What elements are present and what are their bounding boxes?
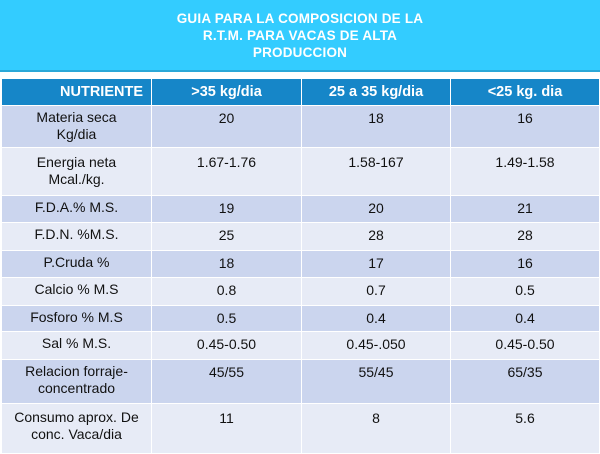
title-line-3: PRODUCCION bbox=[252, 45, 348, 60]
row-label: F.D.N. %M.S. bbox=[1, 222, 152, 251]
cell-value: 28 bbox=[450, 222, 600, 251]
cell-value: 55/45 bbox=[301, 359, 451, 404]
cell-value: 18 bbox=[151, 250, 302, 278]
table-row: Sal % M.S. 0.45-0.50 0.45-.050 0.45-0.50 bbox=[1, 331, 600, 360]
cell-value: 0.4 bbox=[450, 305, 600, 332]
cell-value: 5.6 bbox=[450, 403, 600, 454]
cell-value: 17 bbox=[301, 250, 451, 278]
title-line-2: R.T.M. PARA VACAS DE ALTA bbox=[202, 28, 398, 43]
row-label: Materia seca Kg/dia bbox=[1, 105, 152, 148]
cell-value: 1.67-1.76 bbox=[151, 147, 302, 196]
cell-value: 16 bbox=[450, 250, 600, 278]
row-label: Relacion forraje-concentrado bbox=[1, 359, 152, 404]
cell-value: 18 bbox=[301, 105, 451, 148]
table-row: Relacion forraje-concentrado 45/55 55/45… bbox=[1, 359, 600, 404]
table-row: Calcio % M.S 0.8 0.7 0.5 bbox=[1, 277, 600, 306]
cell-value: 0.4 bbox=[301, 305, 451, 332]
cell-value: 0.5 bbox=[450, 277, 600, 306]
row-label: Consumo aprox. De conc. Vaca/dia bbox=[1, 403, 152, 454]
header-over-35: >35 kg/dia bbox=[151, 78, 302, 106]
cell-value: 20 bbox=[151, 105, 302, 148]
row-label: F.D.A.% M.S. bbox=[1, 195, 152, 223]
header-under-25: <25 kg. dia bbox=[450, 78, 600, 106]
header-nutriente: NUTRIENTE bbox=[1, 78, 152, 106]
row-label: Fosforo % M.S bbox=[1, 305, 152, 332]
cell-value: 0.45-0.50 bbox=[151, 331, 302, 360]
cell-value: 20 bbox=[301, 195, 451, 223]
cell-value: 11 bbox=[151, 403, 302, 454]
table-row: F.D.A.% M.S. 19 20 21 bbox=[1, 195, 600, 223]
cell-value: 19 bbox=[151, 195, 302, 223]
table-row: F.D.N. %M.S. 25 28 28 bbox=[1, 222, 600, 251]
table-row: Fosforo % M.S 0.5 0.4 0.4 bbox=[1, 305, 600, 332]
cell-value: 0.5 bbox=[151, 305, 302, 332]
cell-value: 1.58-167 bbox=[301, 147, 451, 196]
row-label: Calcio % M.S bbox=[1, 277, 152, 306]
title-banner: GUIA PARA LA COMPOSICION DE LA R.T.M. PA… bbox=[0, 0, 600, 72]
cell-value: 0.45-.050 bbox=[301, 331, 451, 360]
cell-value: 65/35 bbox=[450, 359, 600, 404]
cell-value: 8 bbox=[301, 403, 451, 454]
title-line-1: GUIA PARA LA COMPOSICION DE LA bbox=[176, 11, 424, 26]
row-label: P.Cruda % bbox=[1, 250, 152, 278]
table-row: Materia seca Kg/dia 20 18 16 bbox=[1, 105, 600, 148]
cell-value: 0.7 bbox=[301, 277, 451, 306]
cell-value: 45/55 bbox=[151, 359, 302, 404]
row-label: Sal % M.S. bbox=[1, 331, 152, 360]
cell-value: 25 bbox=[151, 222, 302, 251]
cell-value: 28 bbox=[301, 222, 451, 251]
cell-value: 1.49-1.58 bbox=[450, 147, 600, 196]
cell-value: 0.8 bbox=[151, 277, 302, 306]
table-row: Energia neta Mcal./kg. 1.67-1.76 1.58-167… bbox=[1, 147, 600, 196]
nutrient-table: NUTRIENTE >35 kg/dia 25 a 35 kg/dia <25 … bbox=[1, 78, 600, 454]
table-header-row: NUTRIENTE >35 kg/dia 25 a 35 kg/dia <25 … bbox=[1, 78, 600, 106]
cell-value: 16 bbox=[450, 105, 600, 148]
table-row: P.Cruda % 18 17 16 bbox=[1, 250, 600, 278]
table-row: Consumo aprox. De conc. Vaca/dia 11 8 5.6 bbox=[1, 403, 600, 454]
cell-value: 0.45-0.50 bbox=[450, 331, 600, 360]
cell-value: 21 bbox=[450, 195, 600, 223]
header-25-to-35: 25 a 35 kg/dia bbox=[301, 78, 451, 106]
row-label: Energia neta Mcal./kg. bbox=[1, 147, 152, 196]
